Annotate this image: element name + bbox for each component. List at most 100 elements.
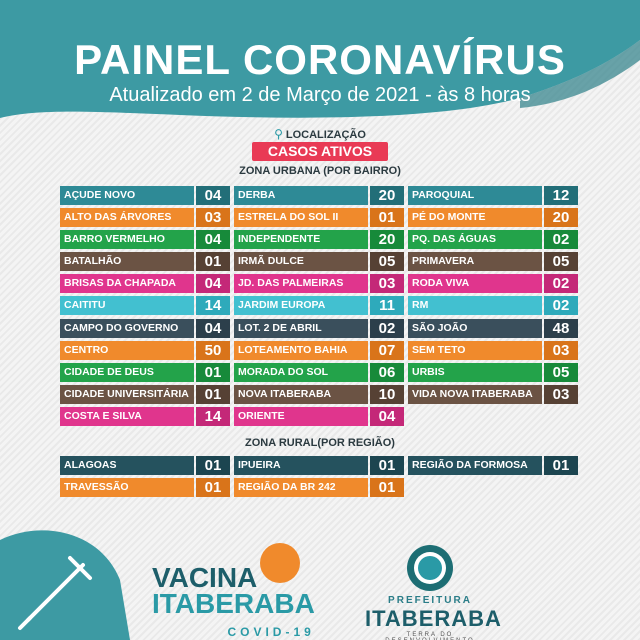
case-count: 20 <box>544 208 578 228</box>
prefeitura-line2: ITABERABA <box>365 606 502 631</box>
urban-row: RODA VIVA 02 <box>408 274 578 294</box>
urban-row: MORADA DO SOL 06 <box>234 362 404 382</box>
neighborhood-name: PQ. DAS ÁGUAS <box>408 230 542 250</box>
urban-row: LOTEAMENTO BAHIA 07 <box>234 340 404 360</box>
urban-row: VIDA NOVA ITABERABA 03 <box>408 384 578 404</box>
case-count: 05 <box>370 252 404 272</box>
neighborhood-name: REGIÃO DA FORMOSA <box>408 456 542 475</box>
prefeitura-logo: PREFEITURA ITABERABA TERRA DO DESENVOLVI… <box>365 545 502 640</box>
urban-row: JARDIM EUROPA 11 <box>234 296 404 316</box>
vaccine-circle-icon <box>260 543 300 583</box>
case-count: 04 <box>196 274 230 294</box>
case-count: 03 <box>544 384 578 404</box>
neighborhood-name: PAROQUIAL <box>408 186 542 205</box>
neighborhood-name: RODA VIVA <box>408 274 542 294</box>
prefeitura-line1: PREFEITURA <box>388 595 472 606</box>
neighborhood-name: VIDA NOVA ITABERABA <box>408 384 542 404</box>
neighborhood-name: BATALHÃO <box>60 252 194 272</box>
neighborhood-name: CIDADE DE DEUS <box>60 362 194 382</box>
case-count: 03 <box>544 340 578 360</box>
case-count: 03 <box>370 274 404 294</box>
urban-row: BATALHÃO 01 <box>60 252 230 272</box>
urban-row: SÃO JOÃO 48 <box>408 318 578 338</box>
neighborhood-name: SEM TETO <box>408 340 542 360</box>
neighborhood-name: LOT. 2 DE ABRIL <box>234 318 368 338</box>
case-count: 01 <box>370 208 404 228</box>
case-count: 20 <box>370 186 404 205</box>
case-count: 01 <box>196 362 230 382</box>
neighborhood-name: JD. DAS PALMEIRAS <box>234 274 368 294</box>
rural-zone-title: ZONA RURAL(POR REGIÃO) <box>245 437 395 449</box>
neighborhood-name: ALAGOAS <box>60 456 194 475</box>
neighborhood-name: ALTO DAS ÁRVORES <box>60 208 194 228</box>
neighborhood-name: CAMPO DO GOVERNO <box>60 318 194 338</box>
rural-column-3: REGIÃO DA FORMOSA 01 <box>408 456 578 478</box>
case-count: 02 <box>544 274 578 294</box>
urban-row: PRIMAVERA 05 <box>408 252 578 272</box>
case-count: 02 <box>544 230 578 250</box>
case-count: 04 <box>196 186 230 205</box>
case-count: 02 <box>370 318 404 338</box>
case-count: 03 <box>196 208 230 228</box>
neighborhood-name: PÉ DO MONTE <box>408 208 542 228</box>
case-count: 20 <box>370 230 404 250</box>
urban-zone-title: ZONA URBANA (POR BAIRRO) <box>239 165 401 177</box>
vaccine-syringe-icon <box>18 556 92 630</box>
case-count: 01 <box>196 456 230 475</box>
neighborhood-name: BARRO VERMELHO <box>60 230 194 250</box>
urban-row: RM 02 <box>408 296 578 316</box>
case-count: 01 <box>370 456 404 475</box>
neighborhood-name: URBIS <box>408 362 542 382</box>
neighborhood-name: AÇUDE NOVO <box>60 186 194 205</box>
urban-row: CIDADE UNIVERSITÁRIA 01 <box>60 384 230 404</box>
case-count: 14 <box>196 296 230 316</box>
prefeitura-line3: TERRA DO DESENVOLVIMENTO <box>385 632 472 640</box>
case-count: 05 <box>544 362 578 382</box>
urban-row: INDEPENDENTE 20 <box>234 230 404 250</box>
neighborhood-name: TRAVESSÃO <box>60 478 194 498</box>
neighborhood-name: INDEPENDENTE <box>234 230 368 250</box>
case-count: 48 <box>544 318 578 338</box>
urban-row: URBIS 05 <box>408 362 578 382</box>
urban-row: BRISAS DA CHAPADA 04 <box>60 274 230 294</box>
rural-column-2: IPUEIRA 01 REGIÃO DA BR 242 01 <box>234 456 404 500</box>
urban-row: BARRO VERMELHO 04 <box>60 230 230 250</box>
rural-row: REGIÃO DA FORMOSA 01 <box>408 456 578 475</box>
location-pin-icon: ⚲ <box>274 127 283 141</box>
vacina-line2: ITABERABA <box>152 588 315 619</box>
neighborhood-name: JARDIM EUROPA <box>234 296 368 316</box>
case-count: 10 <box>370 384 404 404</box>
neighborhood-name: ESTRELA DO SOL II <box>234 208 368 228</box>
vacina-line1: VACINA <box>152 562 258 593</box>
page-title: PAINEL CORONAVÍRUS <box>74 36 566 83</box>
case-count: 12 <box>544 186 578 205</box>
case-count: 05 <box>544 252 578 272</box>
vacina-logo: VACINA ITABERABA COVID-19 <box>152 543 315 640</box>
header-banner <box>0 0 640 118</box>
urban-row: IRMÃ DULCE 05 <box>234 252 404 272</box>
urban-row: PQ. DAS ÁGUAS 02 <box>408 230 578 250</box>
case-count: 11 <box>370 296 404 316</box>
urban-row: CIDADE DE DEUS 01 <box>60 362 230 382</box>
case-count: 50 <box>196 340 230 360</box>
urban-row: ESTRELA DO SOL II 01 <box>234 208 404 228</box>
neighborhood-name: PRIMAVERA <box>408 252 542 272</box>
neighborhood-name: CENTRO <box>60 340 194 360</box>
neighborhood-name: COSTA E SILVA <box>60 406 194 426</box>
vacina-line3: COVID-19 <box>227 625 315 639</box>
urban-row: ORIENTE 04 <box>234 406 404 426</box>
urban-column-3: PAROQUIAL 12 PÉ DO MONTE 20 PQ. DAS ÁGUAS 02 P… <box>408 186 578 407</box>
city-seal-icon <box>407 545 453 591</box>
case-count: 02 <box>544 296 578 316</box>
urban-row: SEM TETO 03 <box>408 340 578 360</box>
urban-row: COSTA E SILVA 14 <box>60 406 230 426</box>
neighborhood-name: SÃO JOÃO <box>408 318 542 338</box>
rural-column-1: ALAGOAS 01 TRAVESSÃO 01 <box>60 456 230 500</box>
neighborhood-name: MORADA DO SOL <box>234 362 368 382</box>
case-count: 01 <box>196 252 230 272</box>
urban-column-2: DERBA 20 ESTRELA DO SOL II 01 INDEPENDENTE 20… <box>234 186 404 429</box>
case-count: 06 <box>370 362 404 382</box>
urban-row: NOVA ITABERABA 10 <box>234 384 404 404</box>
case-count: 04 <box>196 230 230 250</box>
urban-row: CAMPO DO GOVERNO 04 <box>60 318 230 338</box>
